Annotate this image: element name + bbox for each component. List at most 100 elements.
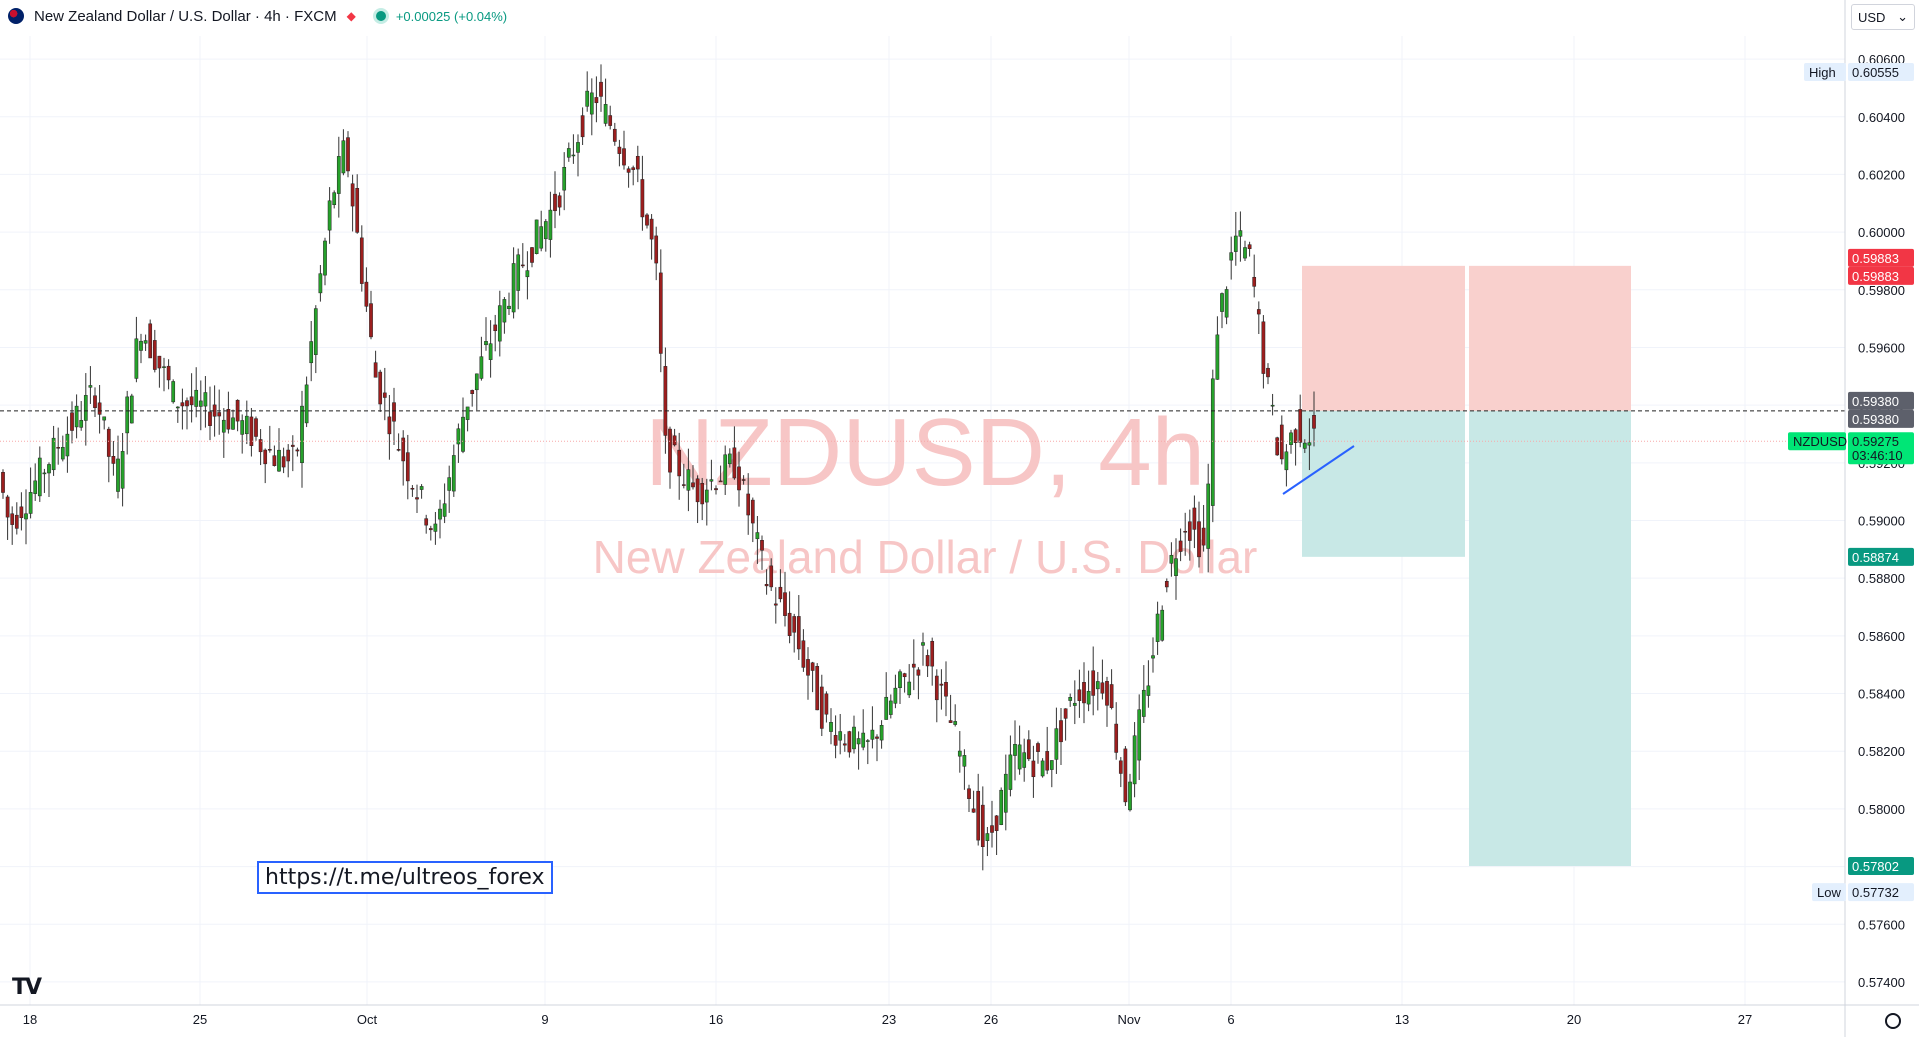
candle-body [56, 447, 61, 449]
price-marker-box [1848, 409, 1914, 428]
candle-body [111, 456, 116, 464]
candle-body [773, 603, 778, 606]
candle-body [166, 365, 171, 381]
candle-body [1183, 530, 1188, 533]
candle-body [1266, 367, 1270, 378]
currency-selector[interactable]: USD ⌄ [1851, 4, 1915, 30]
candle-body [65, 433, 70, 457]
candle-body [346, 137, 350, 172]
candle-body [240, 420, 245, 435]
price-marker-badge: 0.57732 Low [1812, 883, 1914, 902]
candle-body [470, 390, 475, 394]
y-tick-label: 0.59000 [1858, 514, 1905, 529]
candle-body [1312, 415, 1316, 429]
y-tick-label: 0.60000 [1858, 225, 1905, 240]
chevron-down-icon: ⌄ [1897, 9, 1908, 24]
candle-body [507, 305, 511, 310]
candle-body [783, 592, 787, 616]
candle-body [488, 343, 493, 360]
settings-icon[interactable] [1885, 1013, 1901, 1029]
candle-body [51, 437, 56, 471]
candle-body [976, 790, 981, 841]
candle-body [842, 743, 847, 746]
candle-body [1279, 424, 1284, 460]
candle-body [534, 219, 539, 254]
candle-body [152, 340, 157, 370]
candle-body [1141, 689, 1146, 717]
candle-body [300, 405, 304, 464]
candle-body [42, 472, 47, 475]
candle-body [847, 731, 852, 753]
price-marker-entry: 0.59380 [1848, 409, 1914, 428]
candle-body [461, 416, 465, 452]
candle-body [589, 92, 594, 115]
candle-body [516, 254, 521, 291]
link-text-annotation[interactable]: https://t.me/ultreos_forex [257, 861, 553, 894]
symbol-title[interactable]: New Zealand Dollar / U.S. Dollar · 4h · … [34, 7, 337, 25]
candle-body [948, 720, 953, 723]
candle-body [79, 420, 84, 428]
candle-body [1233, 235, 1238, 252]
candle-body [1132, 735, 1137, 785]
x-tick-label: 27 [1738, 1012, 1752, 1027]
candle-body [856, 738, 861, 745]
candle-body [1220, 293, 1224, 312]
candle-body [231, 417, 235, 430]
candle-body [1095, 681, 1100, 690]
y-tick-label: 0.58600 [1858, 629, 1905, 644]
candle-body [1123, 748, 1128, 803]
candle-body [1, 472, 5, 493]
price-marker-label-box [1812, 883, 1846, 902]
candle-body [622, 148, 626, 166]
candle-body [304, 384, 309, 424]
candle-body [916, 669, 921, 676]
candle-body [1146, 685, 1151, 696]
candle-body [1109, 684, 1114, 708]
candle-body [714, 488, 718, 491]
candle-body [5, 496, 10, 518]
candle-body [884, 696, 889, 720]
candle-body [1100, 682, 1105, 694]
candle-body [681, 484, 686, 486]
candle-body [732, 447, 737, 479]
candle-body [1275, 437, 1280, 456]
price-marker-countdown: 03:46:10 [1852, 448, 1903, 463]
candle-body [180, 402, 185, 407]
candle-body [865, 740, 870, 742]
price-marker-label: High [1809, 65, 1836, 80]
x-tick-label: 6 [1227, 1012, 1234, 1027]
price-marker-value: 0.60555 [1852, 65, 1899, 80]
candle-body [990, 825, 994, 833]
price-marker-target: 0.58874 [1848, 547, 1914, 566]
price-marker-label: NZDUSD [1793, 434, 1847, 449]
link-text: https://t.me/ultreos_forex [265, 865, 545, 890]
candle-body [272, 455, 277, 466]
candle-body [171, 381, 176, 403]
candle-body [1118, 760, 1123, 774]
candle-body [401, 437, 406, 462]
market-open-icon [375, 11, 386, 21]
price-marker-value: 0.59883 [1852, 251, 1899, 266]
candle-body [1307, 442, 1312, 446]
candle-body [1160, 609, 1165, 641]
price-marker-value: 0.57802 [1852, 859, 1899, 874]
candle-body [640, 179, 645, 218]
candle-body [185, 400, 189, 407]
candle-body [511, 263, 516, 313]
y-tick-label: 0.58200 [1858, 744, 1905, 759]
y-tick-label: 0.60200 [1858, 167, 1905, 182]
candle-body [787, 612, 792, 636]
candle-body [479, 356, 484, 379]
candle-body [1298, 409, 1303, 443]
candle-body [672, 435, 677, 446]
candle-body [539, 226, 544, 249]
candle-body [254, 418, 258, 437]
candle-body [1086, 690, 1091, 705]
candle-body [120, 451, 125, 489]
candle-body [709, 479, 714, 482]
candle-body [649, 218, 654, 240]
candle-body [47, 464, 51, 474]
